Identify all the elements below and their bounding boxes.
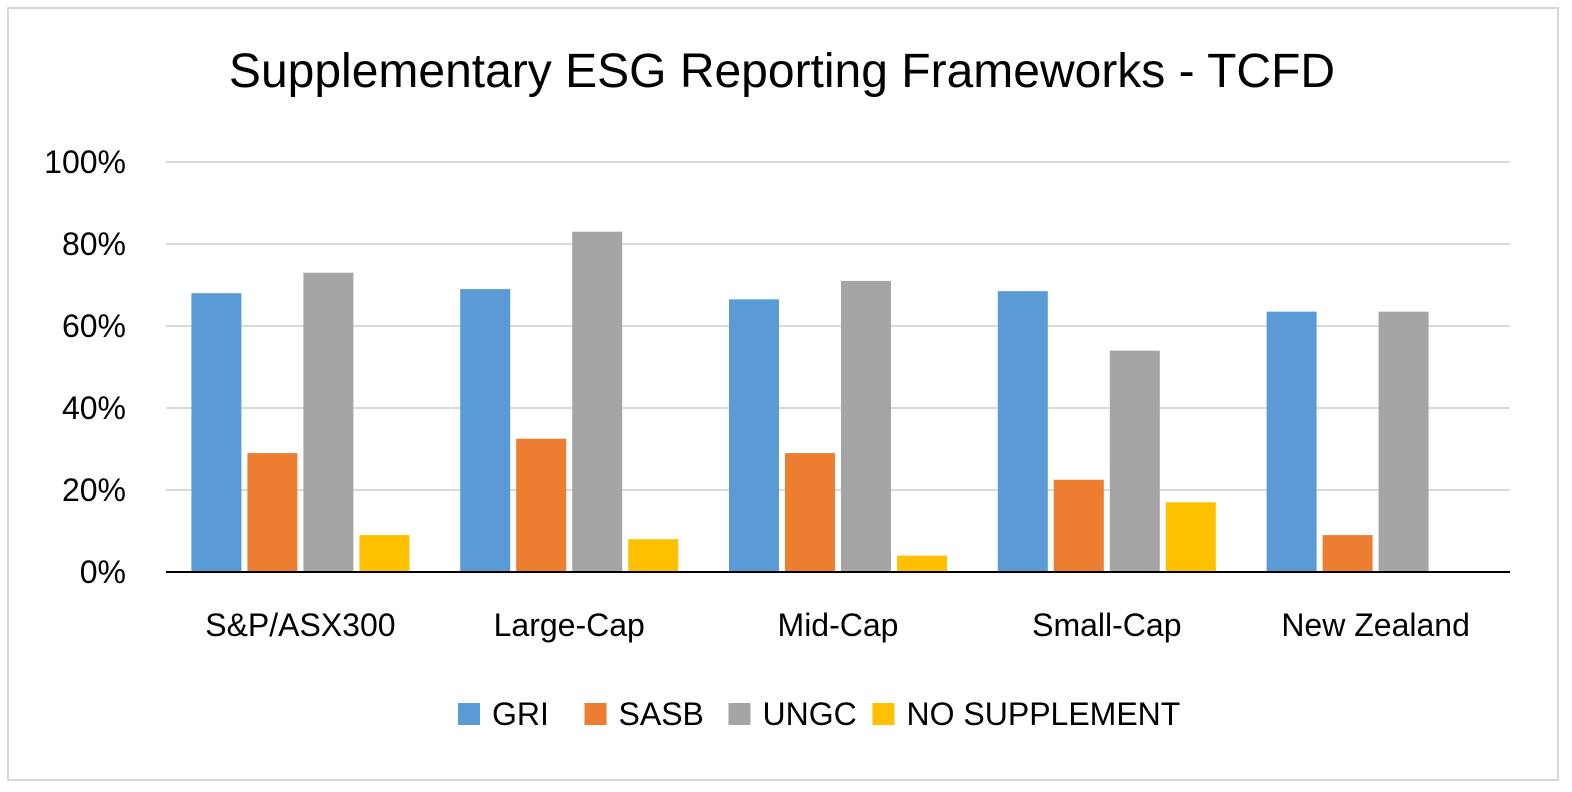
legend-label: SASB bbox=[619, 696, 704, 732]
legend-swatch bbox=[872, 703, 895, 725]
x-tick-label: Mid-Cap bbox=[778, 607, 899, 643]
legend-label: GRI bbox=[492, 696, 549, 732]
bar-ungc bbox=[572, 231, 623, 572]
bar-gri bbox=[997, 291, 1048, 572]
y-tick-label: 100% bbox=[44, 144, 126, 180]
bar-sasb bbox=[1053, 479, 1104, 572]
chart-title: Supplementary ESG Reporting Frameworks -… bbox=[228, 45, 1336, 98]
x-tick-label: Small-Cap bbox=[1032, 607, 1181, 643]
y-tick-label: 60% bbox=[62, 308, 126, 344]
legend-label: UNGC bbox=[763, 696, 857, 732]
bar-gri bbox=[729, 299, 779, 572]
bar-ungc bbox=[1109, 350, 1160, 572]
y-tick-label: 20% bbox=[62, 472, 126, 508]
bar-sasb bbox=[785, 453, 835, 572]
x-tick-label: S&P/ASX300 bbox=[205, 607, 395, 643]
x-tick-label: Large-Cap bbox=[494, 607, 645, 643]
bar-sasb bbox=[247, 453, 298, 572]
bar-ungc bbox=[303, 272, 354, 572]
bar-no-supplement bbox=[897, 555, 947, 572]
bar-sasb bbox=[516, 438, 567, 572]
x-tick-label: New Zealand bbox=[1281, 607, 1470, 643]
bar-no-supplement bbox=[628, 539, 679, 572]
y-tick-label: 40% bbox=[62, 390, 126, 426]
bar-gri bbox=[1266, 311, 1317, 572]
y-tick-label: 80% bbox=[62, 226, 126, 262]
bar-sasb bbox=[1322, 535, 1373, 572]
legend-label: NO SUPPLEMENT bbox=[907, 696, 1181, 732]
bar-ungc bbox=[1378, 311, 1429, 572]
y-tick-label: 0% bbox=[80, 554, 126, 590]
legend-swatch bbox=[728, 703, 751, 725]
bar-ungc bbox=[841, 280, 891, 572]
bar-no-supplement bbox=[359, 535, 410, 572]
legend-swatch bbox=[458, 703, 480, 725]
legend-swatch bbox=[584, 703, 607, 725]
bar-no-supplement bbox=[1165, 502, 1216, 572]
bar-gri bbox=[460, 289, 511, 572]
bar-gri bbox=[191, 293, 242, 572]
